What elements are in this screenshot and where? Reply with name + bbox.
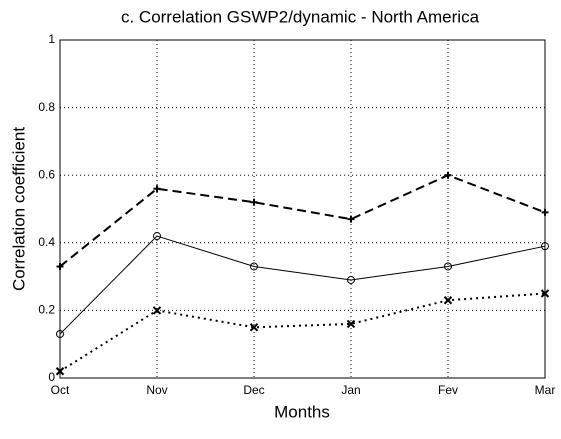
x-tick-label: Fev — [438, 383, 458, 397]
point — [55, 367, 65, 376]
point — [443, 296, 453, 305]
x-axis-label: Months — [274, 402, 330, 421]
x-tick-label: Oct — [51, 383, 70, 397]
point — [444, 171, 452, 179]
y-tick-label: 0 — [48, 370, 55, 384]
chart-title: c. Correlation GSWP2/dynamic - North Ame… — [121, 7, 480, 26]
point — [250, 262, 258, 271]
point — [540, 289, 550, 298]
y-tick-label: 1 — [48, 32, 55, 46]
x-tick-label: Jan — [341, 383, 360, 397]
y-tick-label: 0.8 — [38, 100, 55, 114]
point — [541, 208, 549, 216]
point — [347, 215, 355, 223]
point — [347, 275, 355, 284]
series-line — [59, 292, 546, 373]
series-line — [59, 174, 546, 268]
y-tick-label: 0.6 — [38, 167, 55, 181]
point — [56, 330, 64, 339]
point — [56, 262, 64, 270]
point — [153, 232, 161, 241]
point — [541, 242, 549, 251]
series-line — [59, 235, 546, 335]
point — [152, 306, 162, 315]
y-axis-label: Correlation coefficient — [9, 127, 28, 291]
x-tick-label: Nov — [146, 383, 167, 397]
point — [346, 319, 356, 329]
point — [444, 262, 452, 271]
point — [250, 198, 258, 206]
point — [249, 323, 259, 332]
point — [153, 185, 161, 193]
y-tick-label: 0.2 — [38, 303, 55, 317]
x-tick-label: Dec — [243, 383, 264, 397]
y-tick-label: 0.4 — [38, 235, 55, 249]
x-tick-label: Mar — [535, 383, 556, 397]
